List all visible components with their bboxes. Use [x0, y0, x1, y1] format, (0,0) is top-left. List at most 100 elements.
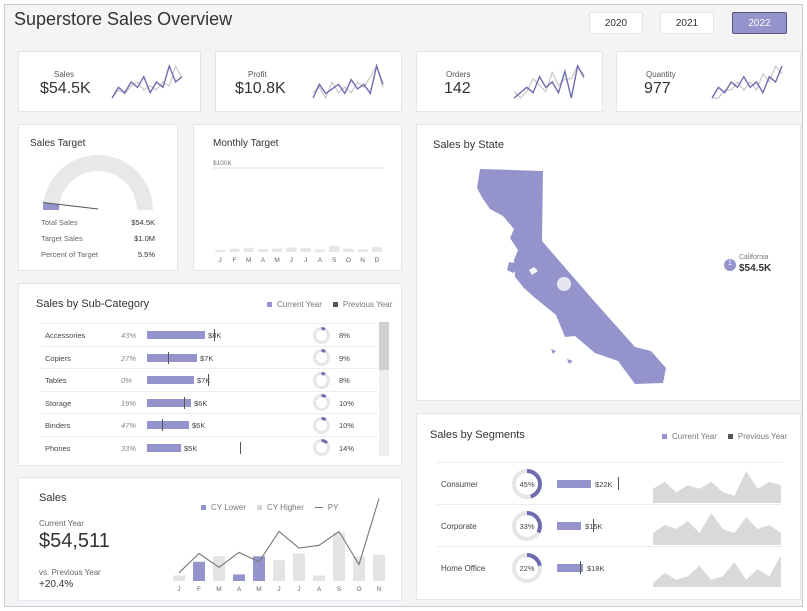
- cy-higher-bar: [373, 554, 385, 581]
- month-tick-label: J: [304, 257, 307, 264]
- legend-current-year: Current Year: [672, 432, 717, 441]
- monthly-target-card: Monthly Target $100K J F M A M J J A S O N D: [193, 124, 402, 271]
- segment-row[interactable]: Corporate 33% $15K: [437, 504, 782, 546]
- year-button-0[interactable]: 2020: [589, 12, 643, 34]
- month-tick-label: M: [256, 586, 261, 593]
- subcategory-row[interactable]: Binders 47% $6K 10%: [41, 413, 377, 435]
- monthly-bar: [286, 247, 297, 252]
- segment-share: 33%: [519, 522, 535, 531]
- page-title: Superstore Sales Overview: [14, 9, 233, 29]
- subcategory-bar: [147, 443, 181, 452]
- segment-row[interactable]: Consumer 45% $22K: [437, 462, 782, 504]
- kpi-card-sales: Sales $54.5K: [18, 51, 201, 112]
- subcategory-share: 9%: [339, 353, 350, 363]
- subcategory-scrollbar[interactable]: [379, 322, 389, 456]
- subcategory-name: Phones: [45, 443, 71, 453]
- sales-target-row-label: Target Sales: [41, 234, 83, 243]
- month-tick-label: O: [356, 586, 361, 593]
- segment-share-donut: [512, 511, 542, 541]
- scrollbar-thumb[interactable]: [379, 322, 389, 370]
- month-tick-label: N: [377, 586, 382, 593]
- subcategory-growth: 43%: [121, 331, 137, 340]
- sales-target-card: Sales Target Total Sales $54.5K Target Sal…: [18, 124, 178, 271]
- previous-year-marker: [618, 477, 619, 490]
- subcategory-share: 10%: [339, 398, 355, 408]
- target-label: $100K: [213, 160, 232, 167]
- subcategory-share-donut: [312, 349, 330, 366]
- previous-year-marker: [168, 351, 169, 364]
- kpi-value: $54.5K: [40, 80, 91, 97]
- vs-previous-label: vs. Previous Year: [39, 568, 101, 577]
- segment-bar: [557, 480, 591, 488]
- state-value: $54.5K: [739, 263, 772, 274]
- sales-target-row-label: Percent of Target: [41, 250, 98, 259]
- subcategory-row[interactable]: Phones 33% $5K 14%: [41, 435, 377, 458]
- segment-value: $15K: [585, 522, 603, 531]
- previous-year-marker: [240, 441, 241, 454]
- legend-current-swatch: [662, 434, 667, 439]
- segment-share: 45%: [519, 480, 535, 489]
- segment-bar: [557, 522, 581, 530]
- year-button-1[interactable]: 2021: [660, 12, 714, 34]
- current-year-value: $54,511: [39, 530, 110, 552]
- py-line: [178, 498, 380, 574]
- month-tick-label: A: [317, 586, 322, 593]
- sales-by-state-title: Sales by State: [433, 139, 504, 151]
- legend-previous-swatch: [332, 302, 338, 307]
- kpi-label: Sales: [54, 70, 75, 79]
- cy-higher-bar: [213, 556, 225, 581]
- legend-previous-swatch: [727, 434, 733, 439]
- state-badge-number: 1: [728, 260, 732, 267]
- previous-year-marker: [184, 396, 185, 409]
- sales-target-gauge: [42, 155, 153, 210]
- cy-higher-bar: [173, 575, 185, 581]
- subcategory-title: Sales by Sub-Category: [36, 298, 150, 310]
- sales-by-segments-card: Sales by Segments Current Year Previous …: [416, 413, 801, 600]
- subcategory-row[interactable]: Storage 19% $6K 10%: [41, 390, 377, 413]
- kpi-card-orders: Orders 142: [416, 51, 603, 112]
- monthly-target-title: Monthly Target: [213, 138, 279, 149]
- cy-lower-bar: [193, 561, 205, 581]
- year-button-2[interactable]: 2022: [732, 12, 787, 34]
- subcategory-row[interactable]: Tables 0% $7K 8%: [41, 368, 377, 390]
- cy-higher-bar: [313, 575, 325, 581]
- segment-trend-area: [653, 513, 781, 545]
- monthly-target-chart: $100K J F M A M J J A S O N D: [213, 160, 384, 264]
- subcategory-value: $6K: [194, 398, 208, 408]
- month-tick-label: N: [360, 257, 365, 264]
- cy-higher-bar: [353, 556, 365, 581]
- previous-year-marker: [162, 419, 163, 431]
- kpi-sparkline: [111, 63, 183, 99]
- monthly-bar: [272, 248, 283, 252]
- subcategory-value: $7K: [200, 353, 214, 363]
- month-tick-label: O: [346, 257, 351, 264]
- state-name: California: [739, 254, 769, 261]
- subcategory-share: 8%: [339, 376, 350, 385]
- subcategory-share: 8%: [339, 331, 350, 340]
- subcategory-share: 10%: [339, 421, 355, 430]
- monthly-bar: [215, 249, 226, 252]
- legend-cy-lower: CY Lower: [211, 503, 246, 512]
- subcategory-bar: [147, 331, 205, 339]
- sales-by-state-card: Sales by State 1 California $54.5K: [416, 124, 801, 401]
- subcategory-value: $6K: [192, 421, 206, 430]
- segment-row[interactable]: Home Office 22% $18K: [437, 546, 782, 588]
- segment-share-donut: [512, 469, 542, 499]
- legend-py: PY: [327, 503, 339, 512]
- kpi-card-profit: Profit $10.8K: [215, 51, 402, 112]
- month-tick-label: D: [375, 257, 380, 264]
- month-tick-label: F: [232, 257, 236, 264]
- month-tick-label: J: [290, 257, 293, 264]
- subcategory-row[interactable]: Copiers 27% $7K 9%: [41, 345, 377, 368]
- monthly-bar: [371, 246, 382, 252]
- legend-previous-year: Previous Year: [342, 300, 393, 309]
- month-tick-label: A: [237, 586, 242, 593]
- california-map[interactable]: [417, 125, 802, 402]
- subcategory-share-donut: [312, 326, 330, 344]
- state-badge-icon: [724, 259, 736, 271]
- subcategory-row[interactable]: Accessories 43% $8K 8%: [41, 323, 377, 345]
- monthly-bar: [243, 247, 254, 252]
- kpi-value: 977: [644, 80, 671, 97]
- month-tick-label: J: [277, 586, 280, 593]
- previous-year-marker: [593, 519, 594, 532]
